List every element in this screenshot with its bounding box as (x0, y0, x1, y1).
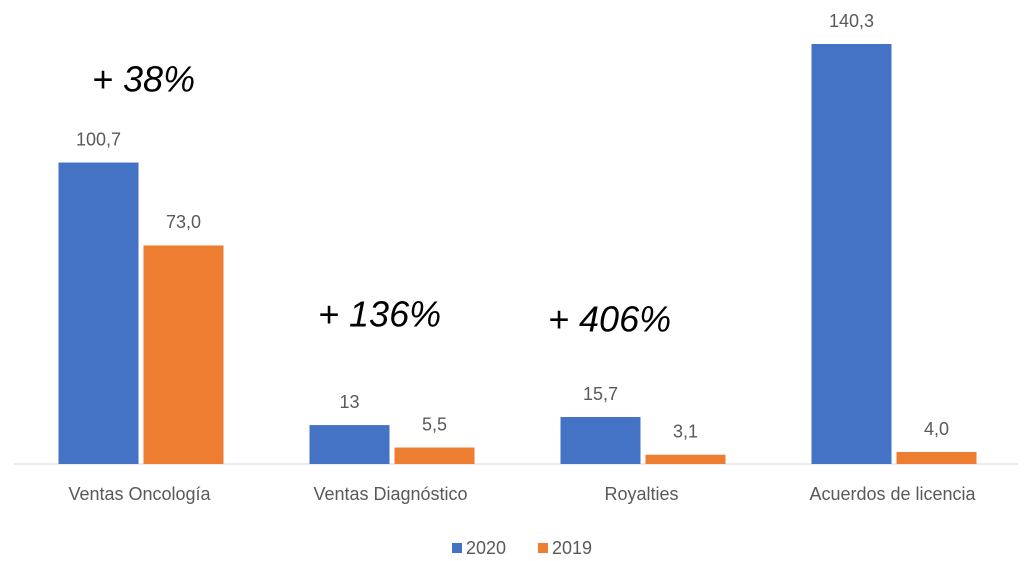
data-label: 3,1 (673, 421, 698, 441)
data-label: 15,7 (583, 384, 618, 404)
bar (143, 245, 224, 464)
bar (394, 447, 475, 464)
bar (811, 44, 892, 464)
bar (58, 162, 139, 465)
data-label: 73,0 (166, 212, 201, 232)
data-label: 140,3 (829, 11, 874, 31)
data-label: 4,0 (924, 419, 949, 439)
legend-label: 2019 (552, 538, 592, 558)
data-label: 5,5 (422, 414, 447, 434)
bar (309, 425, 390, 464)
data-label: 100,7 (76, 129, 121, 149)
annotation: + 38% (92, 59, 195, 100)
data-label: 13 (339, 392, 359, 412)
bar (560, 417, 641, 464)
x-tick-label: Acuerdos de licencia (809, 484, 976, 504)
x-tick-label: Ventas Diagnóstico (313, 484, 467, 504)
bar (896, 452, 977, 464)
legend-label: 2020 (466, 538, 506, 558)
annotation: + 136% (318, 294, 441, 335)
legend-swatch (538, 543, 548, 553)
x-tick-label: Royalties (604, 484, 678, 504)
legend-swatch (452, 543, 462, 553)
annotation: + 406% (548, 299, 671, 340)
x-tick-label: Ventas Oncología (68, 484, 211, 504)
bar (645, 454, 726, 464)
